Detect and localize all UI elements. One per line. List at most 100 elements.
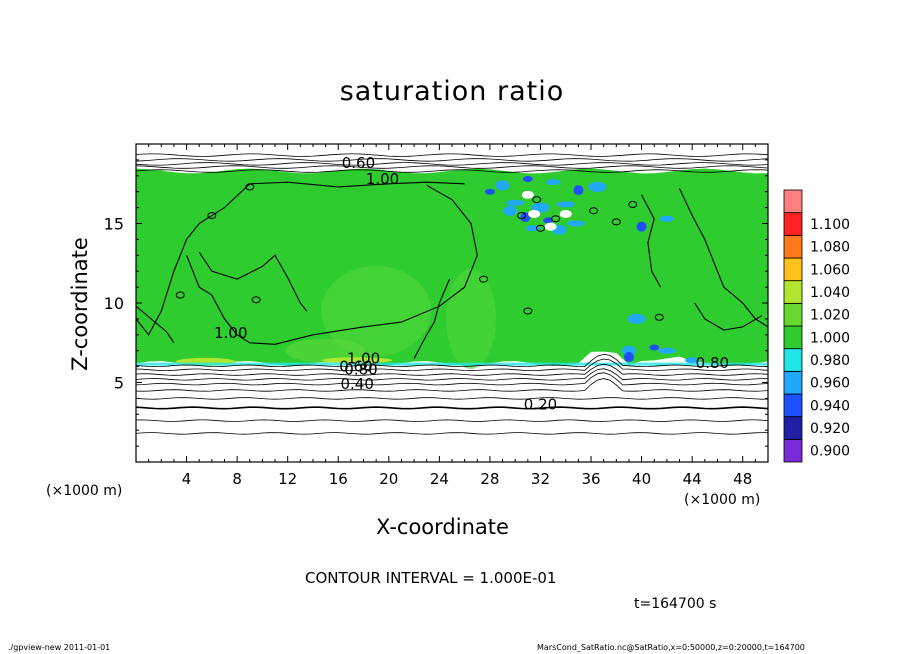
region-1-02 [321,265,432,356]
contour-line [136,372,768,386]
speckle-0-94 [588,181,607,192]
contour-label: 1.00 [366,170,399,188]
contour-line [694,302,762,331]
y-tick-label: 10 [104,294,124,313]
colorbar-swatch [783,370,803,395]
x-tick-label: 44 [683,470,702,488]
contour-line [641,194,662,288]
contour-line [136,162,768,166]
colorbar-swatch [783,438,803,463]
y-unit-label: (×1000 m) [46,483,123,499]
y-tick-label: 15 [104,215,124,234]
contour-line [198,251,308,312]
contour-label: 1.00 [214,324,247,342]
x-tick-label: 4 [182,470,192,488]
x-tick-label: 12 [278,470,297,488]
contour-loop [517,212,527,220]
colorbar-swatch [783,416,803,440]
contour-loop [175,291,185,299]
dry-gap [559,209,572,218]
contour-labels: 0.601.001.001.000.600.800.400.200.80 [214,154,729,414]
x-unit-label: (×1000 m) [684,492,761,508]
dry-gap [528,209,541,218]
contour-line [186,184,478,345]
x-tick-label: 8 [232,470,242,488]
contour-loop [551,215,561,223]
contour-line [136,153,768,157]
region-1-02 [285,338,366,363]
colorbar-swatch [783,280,803,304]
y-axis-label: Z-coordinate [68,237,92,371]
colorbar-label: 0.980 [810,353,850,369]
colorbar-label: 1.080 [810,240,850,256]
speckle-0-94 [636,221,647,232]
footer-left: ./gpview-new 2011-01-01 [8,643,111,652]
contour-label: 0.40 [340,375,373,393]
region-1-02 [445,268,496,369]
speckle-0-94 [659,215,674,222]
contour-line [136,305,175,344]
speckle-0-94 [546,179,561,186]
footer-right: MarsCond_SatRatio.nc@SatRatio,x=0:50000,… [537,643,805,652]
region-1-04 [322,357,393,364]
x-tick-label: 24 [430,470,449,488]
saturation-field [136,168,768,369]
colorbar-label: 0.960 [810,376,850,392]
speckle-0-94 [685,357,700,364]
x-tick-label: 40 [632,470,651,488]
contour-line [136,165,768,169]
x-axis-label: X-coordinate [376,515,509,539]
contour-line [679,188,768,328]
colorbar-swatch [783,393,803,418]
colorbar-label: 0.900 [810,444,850,460]
contour-line [136,169,768,173]
dry-gap [521,190,534,199]
speckle-0-94 [506,199,525,206]
contour-line [136,432,768,435]
contour-loop [523,307,533,315]
x-tick-label: 20 [379,470,398,488]
colorbar-swatch [783,257,803,282]
speckle-0-94 [573,185,584,196]
colorbar-swatch [783,212,803,236]
speckle-0-94 [556,201,575,208]
x-tick-label: 48 [733,470,752,488]
contour-interval-text: CONTOUR INTERVAL = 1.000E-01 [305,569,557,587]
contour-line [136,397,768,400]
contour-line [136,378,768,392]
speckle-0-94 [649,344,660,351]
colorbar-label: 0.940 [810,398,850,414]
contour-label: 0.60 [339,357,372,375]
colorbar-label: 1.020 [810,308,850,324]
speckle-0-94 [503,205,518,216]
contour-loop [628,200,638,208]
colorbar-swatch [783,325,803,350]
contour-line [136,406,768,410]
contour-line [136,368,768,381]
contour-label: 0.60 [342,154,375,172]
colorbar-label: 0.920 [810,421,850,437]
speckle-0-94 [621,345,636,356]
contour-loop [535,224,545,232]
x-tick-label: 28 [480,470,499,488]
colorbar-label: 1.060 [810,262,850,278]
x-tick-label: 36 [581,470,600,488]
speckle-0-94 [543,217,554,224]
speckle-0-94 [484,188,495,195]
contour-line [413,278,451,359]
dry-gap [544,222,557,231]
contour-line [136,158,768,162]
contour-lines [136,153,768,435]
speckle-0-94 [657,347,676,354]
contour-loop [611,218,621,226]
time-label: t=164700 s [634,596,717,612]
colorbar: 0.900 0.920 0.940 0.960 0.980 1.000 1.020 1.040… [783,189,850,463]
contour-label: 1.00 [347,349,380,367]
colorbar-label: 1.000 [810,330,850,346]
speckle-0-94 [495,180,510,191]
contour-line [136,181,465,336]
speckle-0-94 [566,220,585,227]
region-0-98 [136,362,768,366]
contour-loop [245,183,255,191]
